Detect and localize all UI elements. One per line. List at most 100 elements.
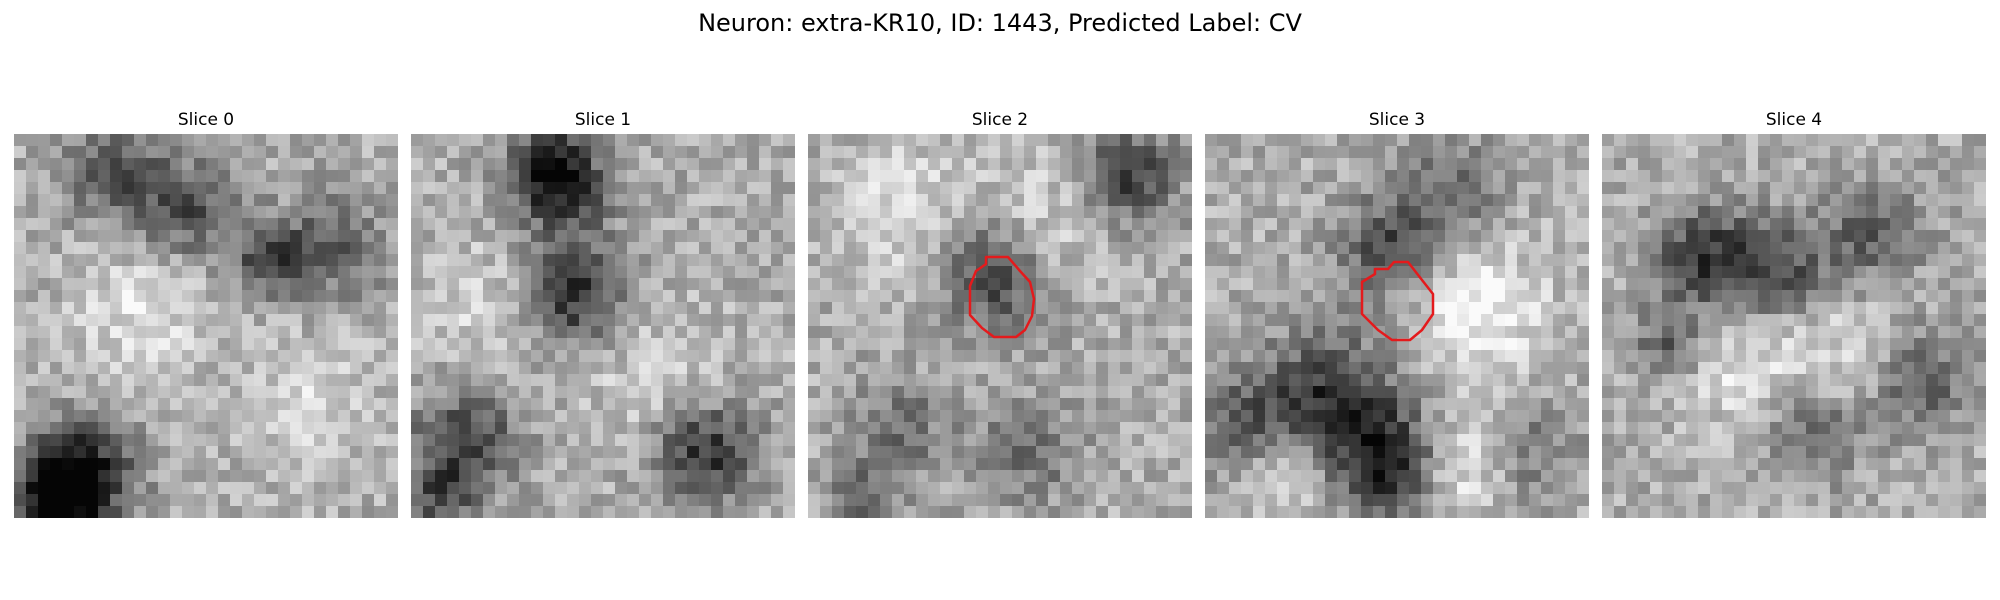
pixel — [266, 446, 279, 459]
pixel — [1385, 398, 1398, 411]
pixel — [1168, 386, 1181, 399]
pixel — [134, 158, 147, 171]
pixel — [820, 218, 833, 231]
pixel — [14, 158, 27, 171]
pixel — [1301, 434, 1314, 447]
pixel — [699, 314, 712, 327]
pixel — [1445, 266, 1458, 279]
pixel — [976, 446, 989, 459]
pixel — [1698, 434, 1711, 447]
pixel — [844, 146, 857, 159]
pixel — [1433, 386, 1446, 399]
pixel — [1229, 302, 1242, 315]
pixel — [651, 434, 664, 447]
pixel — [1385, 422, 1398, 435]
pixel — [1289, 458, 1302, 471]
pixel — [278, 146, 291, 159]
pixel — [627, 290, 640, 303]
pixel — [1337, 290, 1350, 303]
pixel — [964, 218, 977, 231]
pixel — [447, 302, 460, 315]
pixel — [158, 482, 171, 495]
pixel — [1132, 494, 1145, 507]
pixel — [699, 182, 712, 195]
pixel — [1156, 434, 1169, 447]
pixel — [266, 458, 279, 471]
pixel — [964, 254, 977, 267]
pixel — [483, 362, 496, 375]
pixel — [1445, 194, 1458, 207]
pixel — [1926, 314, 1939, 327]
pixel — [435, 398, 448, 411]
pixel — [266, 182, 279, 195]
pixel — [1253, 338, 1266, 351]
pixel — [14, 482, 27, 495]
pixel — [158, 254, 171, 267]
pixel — [1337, 338, 1350, 351]
pixel — [904, 326, 917, 339]
pixel — [110, 218, 123, 231]
pixel — [1698, 422, 1711, 435]
pixel — [1373, 278, 1386, 291]
pixel — [1866, 422, 1879, 435]
pixel — [374, 242, 387, 255]
pixel — [1253, 146, 1266, 159]
pixel — [1048, 506, 1061, 518]
pixel — [1433, 350, 1446, 363]
pixel — [579, 482, 592, 495]
pixel — [1373, 482, 1386, 495]
pixel — [495, 422, 508, 435]
pixel — [1806, 170, 1819, 183]
pixel — [603, 362, 616, 375]
pixel — [1168, 146, 1181, 159]
pixel — [1962, 290, 1975, 303]
pixel — [1638, 422, 1651, 435]
pixel — [1397, 206, 1410, 219]
pixel — [1626, 278, 1639, 291]
pixel — [735, 386, 748, 399]
pixel — [1662, 134, 1675, 147]
pixel — [892, 398, 905, 411]
pixel — [579, 362, 592, 375]
pixel — [759, 482, 772, 495]
pixel — [170, 422, 183, 435]
pixel — [1180, 182, 1192, 195]
pixel — [1048, 482, 1061, 495]
pixel — [783, 326, 795, 339]
pixel — [374, 218, 387, 231]
pixel — [964, 470, 977, 483]
pixel — [194, 506, 207, 518]
pixel — [531, 314, 544, 327]
pixel — [507, 350, 520, 363]
pixel — [1120, 218, 1133, 231]
pixel — [1517, 134, 1530, 147]
pixel — [723, 146, 736, 159]
pixel — [1614, 182, 1627, 195]
pixel — [86, 158, 99, 171]
pixel — [1048, 170, 1061, 183]
pixel — [1938, 434, 1951, 447]
pixel — [1385, 146, 1398, 159]
pixel — [1650, 266, 1663, 279]
pixel — [1084, 230, 1097, 243]
pixel — [1614, 302, 1627, 315]
pixel — [1926, 182, 1939, 195]
pixel — [627, 398, 640, 411]
pixel — [747, 290, 760, 303]
pixel — [423, 314, 436, 327]
pixel — [1529, 386, 1542, 399]
pixel — [1758, 182, 1771, 195]
pixel — [122, 206, 135, 219]
pixel — [374, 386, 387, 399]
pixel — [62, 422, 75, 435]
pixel — [615, 242, 628, 255]
pixel — [459, 158, 472, 171]
pixel — [1445, 350, 1458, 363]
pixel — [1000, 446, 1013, 459]
pixel — [940, 362, 953, 375]
pixel — [134, 338, 147, 351]
pixel — [687, 314, 700, 327]
pixel — [1698, 266, 1711, 279]
pixel — [374, 254, 387, 267]
pixel — [603, 134, 616, 147]
